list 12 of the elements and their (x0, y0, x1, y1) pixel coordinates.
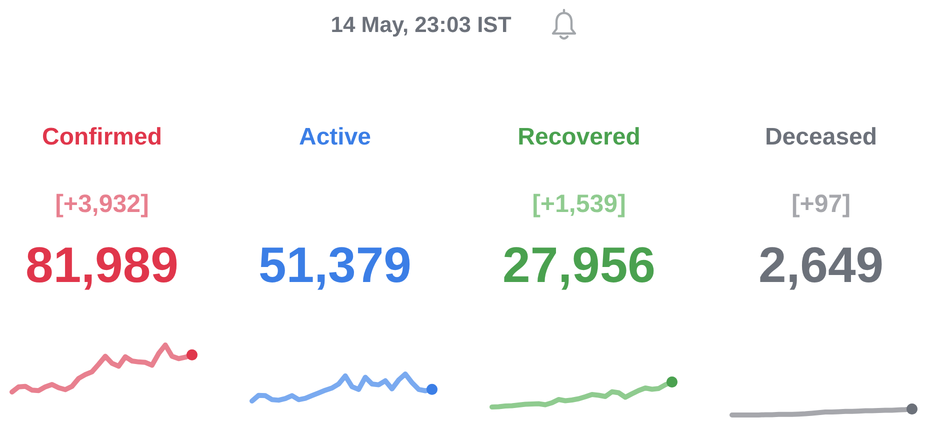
chart-title: Deceased (764, 124, 878, 150)
text: [+97] (791, 190, 851, 218)
text: 27,956 (502, 237, 656, 293)
chart-title: Active (298, 124, 372, 150)
text: 81,989 (26, 237, 178, 293)
chart-title: Recovered (518, 124, 640, 150)
text: 14 May, 23:03 IST (330, 12, 512, 37)
text: [+1,539] (532, 190, 626, 218)
text: 2,649 (758, 237, 884, 293)
text: 51,379 (258, 237, 412, 293)
chart-title: Confirmed (42, 124, 162, 150)
text: [+3,932] (55, 190, 149, 218)
